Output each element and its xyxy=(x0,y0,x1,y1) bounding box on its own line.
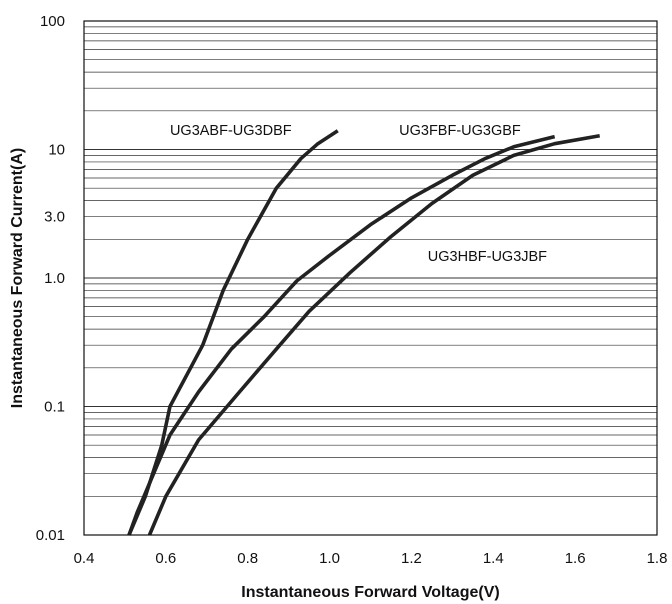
y-tick-label: 10 xyxy=(48,142,65,159)
series-line xyxy=(127,134,556,536)
y-tick-label: 0.01 xyxy=(36,527,65,544)
plot-frame xyxy=(83,20,658,536)
series-label: UG3ABF-UG3DBF xyxy=(170,123,292,139)
series-line xyxy=(127,129,339,536)
y-tick-label: 3.0 xyxy=(44,209,65,226)
x-tick-label: 0.4 xyxy=(74,550,95,567)
x-tick-label: 1.2 xyxy=(401,550,422,567)
series-labels: UG3ABF-UG3DBF UG3FBF-UG3GBF UG3HBF-UG3JBF xyxy=(170,123,547,265)
series-label: UG3FBF-UG3GBF xyxy=(399,123,521,139)
y-tick-label: 1.0 xyxy=(44,270,65,287)
y-tick-labels: 0.01 0.1 1.0 3.0 10 100 xyxy=(36,13,65,544)
x-axis-title: Instantaneous Forward Voltage(V) xyxy=(241,584,499,601)
x-tick-label: 1.0 xyxy=(319,550,340,567)
x-tick-label: 1.6 xyxy=(565,550,586,567)
series-label: UG3HBF-UG3JBF xyxy=(428,249,547,265)
y-axis-title: Instantaneous Forward Current(A) xyxy=(9,148,26,408)
series-line xyxy=(147,133,601,536)
series-lines xyxy=(127,129,601,536)
gridlines xyxy=(84,20,657,536)
x-tick-label: 0.8 xyxy=(237,550,258,567)
x-tick-label: 1.8 xyxy=(647,550,668,567)
x-tick-label: 1.4 xyxy=(483,550,504,567)
x-tick-label: 0.6 xyxy=(155,550,176,567)
x-tick-labels: 0.4 0.6 0.8 1.0 1.2 1.4 1.6 1.8 xyxy=(74,550,668,567)
y-tick-label: 0.1 xyxy=(44,399,65,416)
y-tick-label: 100 xyxy=(40,13,65,30)
